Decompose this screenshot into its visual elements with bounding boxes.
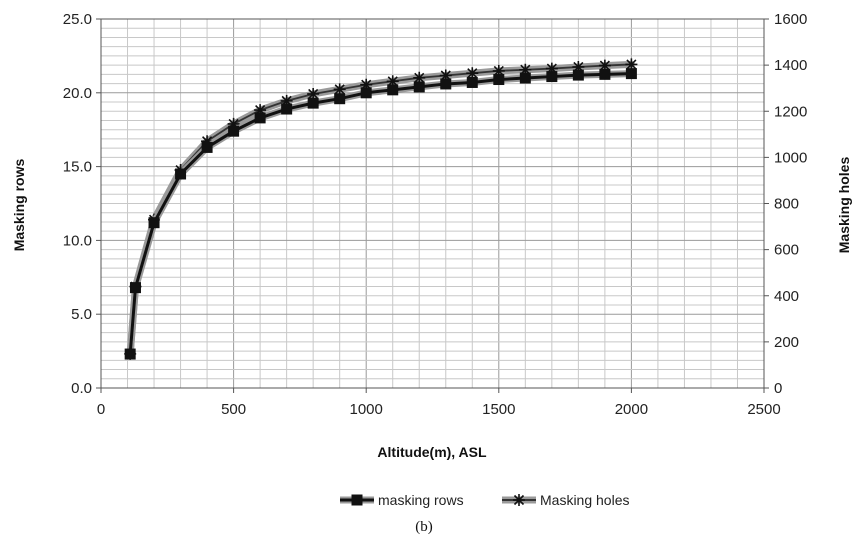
data-point-masking-holes	[307, 87, 320, 100]
legend: masking rows Masking holes	[340, 492, 630, 508]
data-point-masking-rows	[493, 74, 505, 86]
y2-tick-label: 1000	[774, 149, 807, 166]
data-point-masking-rows	[625, 68, 637, 80]
y2-tick-label: 0	[774, 380, 782, 397]
data-point-masking-rows	[334, 93, 346, 105]
data-point-masking-holes	[201, 135, 214, 148]
data-point-masking-rows	[148, 217, 160, 229]
data-point-masking-rows	[440, 78, 452, 90]
data-point-masking-holes	[333, 83, 346, 96]
legend-marker-masking-rows	[351, 494, 363, 506]
y-tick-label: 0.0	[71, 380, 92, 397]
legend-star-glyph	[513, 494, 525, 506]
data-point-masking-holes	[439, 69, 452, 82]
left-axis-ticks: 0.0 5.0 10.0 15.0 20.0 25.0	[63, 11, 101, 397]
data-point-masking-rows	[466, 76, 478, 88]
x-axis-title: Altitude(m), ASL	[377, 444, 487, 460]
y-tick-label: 15.0	[63, 159, 92, 176]
data-point-masking-rows	[546, 71, 558, 83]
data-point-masking-rows	[281, 103, 293, 115]
data-point-masking-rows	[175, 168, 187, 180]
data-point-masking-holes	[360, 78, 373, 91]
y-tick-label: 20.0	[63, 85, 92, 102]
legend-item-masking-rows: masking rows	[340, 492, 464, 508]
y2-axis-title: Masking holes	[836, 157, 852, 254]
data-point-masking-holes	[227, 117, 240, 130]
y-tick-label: 5.0	[71, 306, 92, 323]
data-point-masking-rows	[572, 69, 584, 81]
data-point-masking-holes	[625, 58, 638, 71]
x-tick-label: 2000	[615, 401, 648, 418]
data-point-masking-rows	[201, 141, 213, 153]
series-masking-rows	[124, 68, 637, 360]
x-tick-label: 0	[97, 401, 105, 418]
series-line-halo-masking-rows	[126, 70, 635, 358]
data-point-masking-holes	[545, 62, 558, 75]
x-axis-ticks: 0 500 1000 1500 2000 2500	[97, 388, 781, 418]
data-point-masking-rows	[228, 125, 240, 137]
data-point-masking-rows	[360, 87, 372, 99]
x-tick-label: 1500	[482, 401, 515, 418]
legend-item-masking-holes: Masking holes	[502, 492, 630, 508]
data-point-masking-rows	[124, 348, 136, 360]
data-point-masking-rows	[519, 72, 531, 84]
data-point-masking-rows	[307, 97, 319, 109]
data-point-masking-holes	[413, 71, 426, 84]
y-tick-label: 25.0	[63, 11, 92, 28]
y2-tick-label: 400	[774, 288, 799, 305]
y2-tick-label: 800	[774, 196, 799, 213]
series-line-halo-masking-holes	[126, 60, 635, 358]
data-point-masking-holes	[572, 60, 585, 73]
series-line-masking-holes	[129, 63, 632, 354]
data-point-masking-rows	[387, 84, 399, 96]
data-point-masking-holes	[386, 75, 399, 88]
data-point-masking-holes	[492, 64, 505, 77]
y2-tick-label: 1600	[774, 11, 807, 28]
data-point-masking-rows	[599, 68, 611, 80]
y2-tick-label: 600	[774, 242, 799, 259]
figure-caption: (b)	[415, 519, 433, 535]
legend-label-masking-rows: masking rows	[378, 492, 464, 508]
y2-tick-label: 1400	[774, 57, 807, 74]
y2-tick-label: 1200	[774, 103, 807, 120]
data-point-masking-rows	[129, 282, 141, 294]
right-axis-ticks: 0 200 400 600 800 1000 1200 1400 1600	[764, 11, 807, 397]
data-point-masking-holes	[280, 94, 293, 107]
legend-label-masking-holes: Masking holes	[540, 492, 630, 508]
y-axis-title: Masking rows	[11, 159, 27, 252]
data-point-masking-holes	[254, 104, 267, 117]
y2-tick-label: 200	[774, 334, 799, 351]
x-tick-label: 500	[221, 401, 246, 418]
data-point-masking-holes	[466, 67, 479, 80]
x-tick-label: 2500	[747, 401, 780, 418]
x-tick-label: 1000	[350, 401, 383, 418]
data-point-masking-rows	[413, 81, 425, 93]
data-point-masking-holes	[519, 63, 532, 76]
data-point-masking-holes	[598, 59, 611, 72]
data-point-masking-rows	[254, 112, 266, 124]
legend-marker-masking-holes	[513, 494, 525, 506]
series-line-masking-rows	[128, 72, 632, 355]
y-tick-label: 10.0	[63, 232, 92, 249]
